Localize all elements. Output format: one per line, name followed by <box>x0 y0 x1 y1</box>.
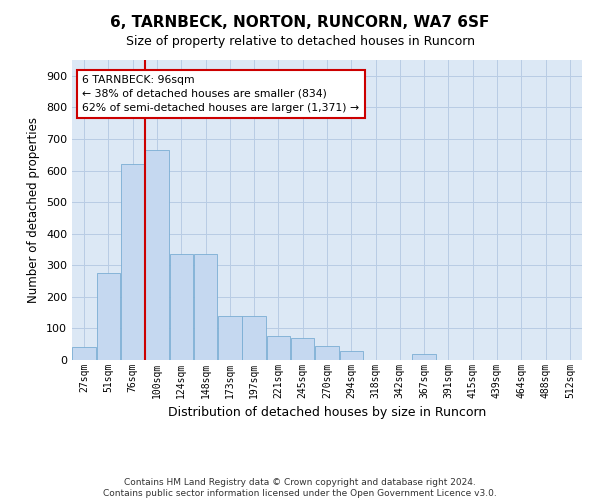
Bar <box>291 338 314 360</box>
Bar <box>121 164 145 360</box>
Bar <box>194 254 217 360</box>
Bar <box>242 316 266 360</box>
Bar <box>315 346 339 360</box>
Text: Size of property relative to detached houses in Runcorn: Size of property relative to detached ho… <box>125 35 475 48</box>
X-axis label: Distribution of detached houses by size in Runcorn: Distribution of detached houses by size … <box>168 406 486 420</box>
Bar <box>266 336 290 360</box>
Y-axis label: Number of detached properties: Number of detached properties <box>28 117 40 303</box>
Text: Contains HM Land Registry data © Crown copyright and database right 2024.
Contai: Contains HM Land Registry data © Crown c… <box>103 478 497 498</box>
Text: 6 TARNBECK: 96sqm
← 38% of detached houses are smaller (834)
62% of semi-detache: 6 TARNBECK: 96sqm ← 38% of detached hous… <box>82 75 359 113</box>
Bar <box>340 350 363 360</box>
Bar <box>412 354 436 360</box>
Bar <box>145 150 169 360</box>
Bar <box>97 273 120 360</box>
Bar <box>73 348 96 360</box>
Bar <box>218 316 242 360</box>
Bar <box>170 254 193 360</box>
Text: 6, TARNBECK, NORTON, RUNCORN, WA7 6SF: 6, TARNBECK, NORTON, RUNCORN, WA7 6SF <box>110 15 490 30</box>
